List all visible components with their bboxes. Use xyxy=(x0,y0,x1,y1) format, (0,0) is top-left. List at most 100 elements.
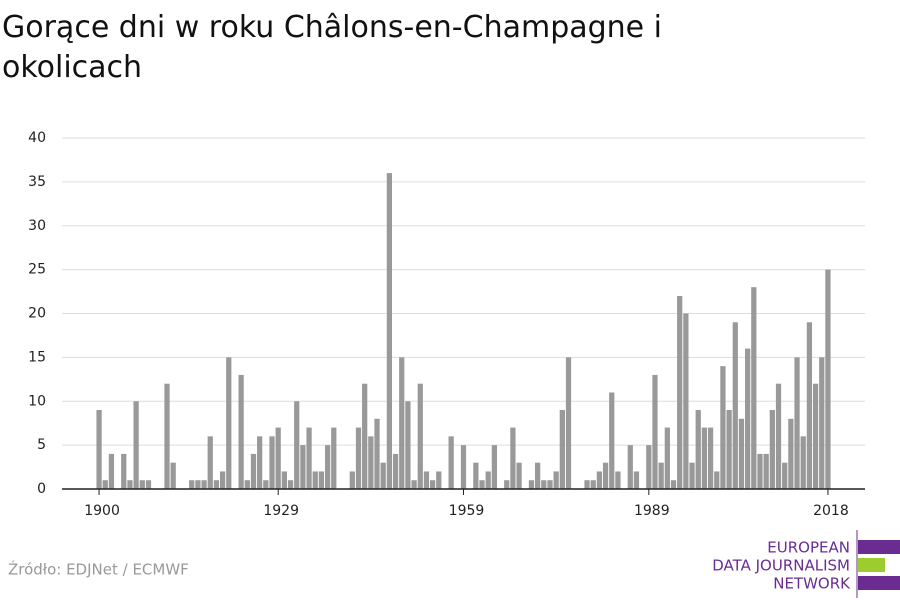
x-tick-label: 2018 xyxy=(813,503,849,519)
y-tick-label: 40 xyxy=(28,130,46,146)
y-tick-label: 20 xyxy=(28,306,46,322)
bar xyxy=(658,462,664,489)
bar xyxy=(504,480,510,489)
source: Źródło: EDJNet / ECMWF xyxy=(8,560,189,579)
bar xyxy=(769,410,775,489)
bar xyxy=(312,471,318,489)
bar xyxy=(590,480,596,489)
bar xyxy=(448,436,454,489)
bar xyxy=(794,357,800,489)
bar xyxy=(602,462,609,489)
bar xyxy=(226,357,232,489)
bar xyxy=(553,471,559,489)
bar xyxy=(164,383,170,489)
bar xyxy=(300,445,306,489)
bar xyxy=(238,374,244,489)
chart-title: Gorące dni w roku Châlons-en-Champagne i… xyxy=(2,10,663,85)
bar xyxy=(695,410,701,489)
bar xyxy=(219,471,226,489)
y-tick-label: 15 xyxy=(28,349,46,365)
logo-bar xyxy=(858,576,900,590)
bar xyxy=(510,427,516,489)
bar xyxy=(207,436,213,489)
bar xyxy=(541,480,547,489)
bar xyxy=(714,471,720,489)
bar xyxy=(800,436,806,489)
bar xyxy=(683,313,689,489)
bar xyxy=(331,427,337,489)
bar xyxy=(707,427,714,489)
bar xyxy=(806,322,813,489)
bar xyxy=(633,471,640,489)
bar xyxy=(355,427,362,489)
bar xyxy=(720,366,726,489)
bar xyxy=(429,480,436,489)
bar xyxy=(775,383,782,489)
y-tick-label: 0 xyxy=(37,481,46,497)
bar xyxy=(257,436,263,489)
bar xyxy=(374,418,380,489)
bar xyxy=(417,383,423,489)
bar xyxy=(534,462,541,489)
bar xyxy=(812,383,819,489)
bar xyxy=(670,480,677,489)
bar xyxy=(269,436,275,489)
bar xyxy=(436,471,442,489)
y-tick-label: 35 xyxy=(28,174,46,190)
bar xyxy=(318,471,325,489)
bar xyxy=(689,462,695,489)
y-tick-label: 10 xyxy=(28,393,46,409)
bar xyxy=(139,480,145,489)
bar xyxy=(96,410,102,489)
bar xyxy=(615,471,621,489)
logo-bar xyxy=(858,540,900,554)
bar xyxy=(757,453,763,489)
bar xyxy=(189,480,195,489)
bar xyxy=(825,269,831,489)
bar xyxy=(392,453,399,489)
bar xyxy=(677,295,683,489)
bar xyxy=(664,427,670,489)
bar xyxy=(745,348,751,489)
bar xyxy=(819,357,825,489)
x-tick-label: 1900 xyxy=(84,503,120,519)
bar xyxy=(726,410,732,489)
bar xyxy=(399,357,405,489)
logo-bar xyxy=(858,558,885,572)
x-tick-label: 1929 xyxy=(263,503,299,519)
bar xyxy=(423,471,430,489)
bar xyxy=(646,445,652,489)
bar xyxy=(349,471,355,489)
bar xyxy=(479,480,485,489)
y-tick-label: 5 xyxy=(37,437,46,453)
bar xyxy=(195,480,201,489)
bar xyxy=(386,173,393,489)
bar xyxy=(473,462,479,489)
bar xyxy=(324,445,331,489)
bar xyxy=(565,357,572,489)
bar xyxy=(460,445,467,489)
logo-text: EUROPEAN xyxy=(767,539,850,557)
bar xyxy=(788,418,794,489)
x-tick-label: 1989 xyxy=(634,503,670,519)
bar xyxy=(547,480,553,489)
bar xyxy=(627,445,633,489)
bar xyxy=(485,471,491,489)
y-tick-label: 30 xyxy=(28,218,46,234)
bar xyxy=(281,471,287,489)
bar xyxy=(732,322,738,489)
bar xyxy=(145,480,152,489)
x-tick-label: 1959 xyxy=(449,503,485,519)
bar xyxy=(294,401,300,489)
bar xyxy=(250,453,257,489)
bar xyxy=(368,436,374,489)
bar xyxy=(102,480,108,489)
y-tick-label: 25 xyxy=(28,262,46,278)
bar xyxy=(405,401,411,489)
bar xyxy=(609,392,615,489)
bar xyxy=(701,427,708,489)
bar xyxy=(782,462,788,489)
bar xyxy=(516,462,522,489)
bar xyxy=(275,427,281,489)
